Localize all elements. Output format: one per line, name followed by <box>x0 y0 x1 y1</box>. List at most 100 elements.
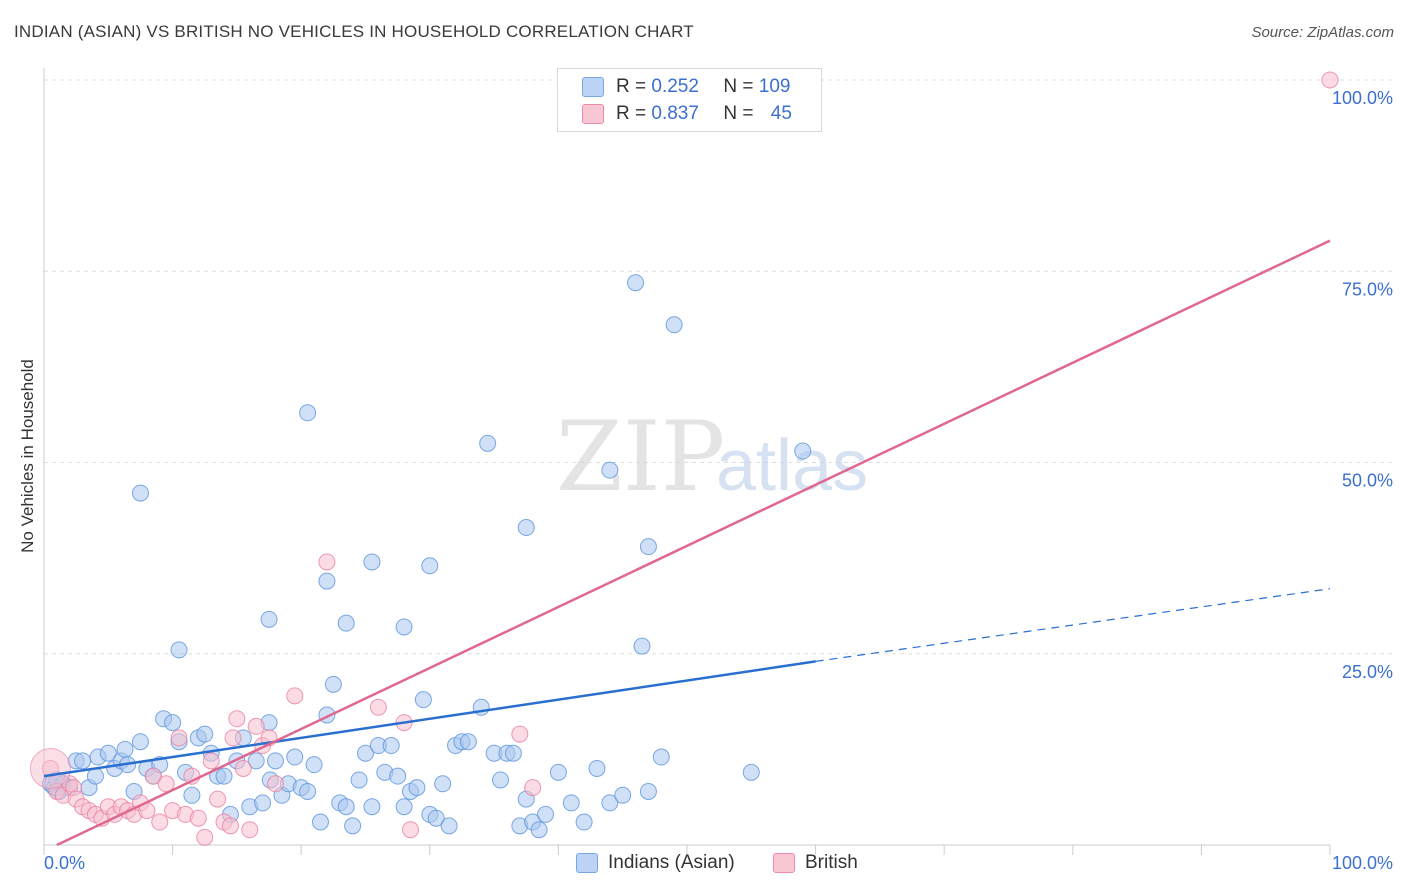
legend-r-value: 0.837 <box>651 103 699 124</box>
point-indians-asian <box>363 798 381 816</box>
bottom-legend-swatch-pink <box>773 853 795 873</box>
point-british <box>151 813 169 831</box>
point-indians-asian <box>74 752 92 770</box>
point-indians-asian <box>652 748 670 766</box>
point-indians-asian <box>440 817 458 835</box>
point-indians-asian <box>395 618 413 636</box>
point-indians-asian <box>633 637 651 655</box>
y-tick-label: 100.0% <box>1332 88 1393 108</box>
point-indians-asian <box>517 519 535 537</box>
point-indians-asian <box>164 714 182 732</box>
point-british <box>1321 71 1339 89</box>
point-indians-asian <box>318 572 336 590</box>
point-indians-asian <box>254 794 272 812</box>
point-british <box>524 779 542 797</box>
point-british <box>318 553 336 571</box>
point-indians-asian <box>537 805 555 823</box>
point-indians-asian <box>311 813 329 831</box>
point-british <box>234 760 252 777</box>
point-indians-asian <box>299 404 317 422</box>
point-indians-asian <box>459 733 477 751</box>
point-indians-asian <box>286 748 304 766</box>
point-indians-asian <box>116 740 134 758</box>
point-indians-asian <box>601 794 619 812</box>
point-indians-asian <box>421 557 439 575</box>
point-british <box>369 698 387 716</box>
legend-swatch-pink <box>582 104 604 124</box>
bottom-legend-british: British <box>773 852 858 874</box>
watermark-atlas: atlas <box>716 426 868 506</box>
series-indians-asian <box>41 274 812 839</box>
point-indians-asian <box>337 798 355 816</box>
point-indians-asian <box>357 744 374 762</box>
point-british <box>189 809 207 827</box>
legend-r-label: R = <box>616 76 652 97</box>
point-indians-asian <box>575 813 593 831</box>
legend-row-british: R = 0.837 N = 45 <box>582 103 792 125</box>
y-tick-label: 25.0% <box>1342 662 1393 682</box>
bottom-legend-label-indians: Indians (Asian) <box>608 852 735 873</box>
point-british <box>228 710 246 728</box>
bottom-legend-swatch-blue <box>576 853 598 873</box>
point-indians-asian <box>131 484 149 502</box>
point-british-cluster <box>29 748 71 789</box>
point-indians-asian <box>215 767 233 785</box>
point-indians-asian <box>742 763 760 781</box>
axes <box>43 68 1331 855</box>
point-indians-asian <box>427 809 445 827</box>
point-indians-asian <box>614 786 632 804</box>
point-british <box>286 687 304 705</box>
point-indians-asian <box>414 691 432 709</box>
legend-n-label: N = <box>723 76 759 97</box>
point-british <box>170 729 188 747</box>
point-indians-asian <box>530 821 548 839</box>
bottom-legend-label-british: British <box>805 852 858 873</box>
y-tick-label: 75.0% <box>1342 279 1393 299</box>
x-tick-label: 0.0% <box>44 853 85 873</box>
point-indians-asian <box>395 798 413 816</box>
point-indians-asian <box>665 316 683 334</box>
legend-r-value: 0.252 <box>651 76 699 97</box>
trend-line-british <box>56 239 1331 847</box>
point-british <box>224 729 242 747</box>
point-british <box>202 752 220 770</box>
point-indians-asian <box>434 775 452 793</box>
point-indians-asian <box>389 767 407 785</box>
bottom-legend-indians: Indians (Asian) <box>576 852 735 874</box>
point-british <box>511 725 529 743</box>
point-british <box>402 821 420 839</box>
point-indians-asian <box>627 274 645 292</box>
point-indians-asian <box>266 752 284 770</box>
x-tick-label: 100.0% <box>1332 853 1393 873</box>
point-indians-asian <box>504 744 522 762</box>
tick-labels: 25.0% 50.0% 75.0% 100.0% 0.0% 100.0% <box>44 88 1393 873</box>
y-tick-label: 50.0% <box>1342 471 1393 491</box>
legend: R = 0.252 N = 109 R = 0.837 N = 45 <box>557 68 822 132</box>
point-indians-asian <box>131 733 149 751</box>
point-indians-asian <box>170 641 188 659</box>
point-indians-asian <box>344 817 362 835</box>
legend-r-label: R = <box>616 103 652 124</box>
point-indians-asian <box>588 760 606 777</box>
point-british <box>209 790 227 808</box>
legend-n-value: 45 <box>770 103 792 124</box>
legend-row-indians: R = 0.252 N = 109 <box>582 76 790 98</box>
source-label: Source: ZipAtlas.com <box>1251 24 1394 41</box>
point-indians-asian <box>492 771 510 789</box>
watermark-zip: ZIP <box>556 401 725 513</box>
chart-title: INDIAN (ASIAN) VS BRITISH NO VEHICLES IN… <box>14 22 694 41</box>
point-indians-asian <box>363 553 381 571</box>
point-indians-asian <box>479 434 497 452</box>
point-british <box>241 821 259 839</box>
watermark: ZIP atlas <box>556 401 868 513</box>
point-british <box>196 828 214 846</box>
point-indians-asian <box>260 610 278 628</box>
point-indians-asian <box>99 744 117 762</box>
trend-line-indians <box>43 660 816 778</box>
point-indians-asian <box>299 782 317 800</box>
point-indians-asian <box>196 725 214 743</box>
point-british <box>247 717 265 735</box>
point-indians-asian <box>408 779 426 797</box>
legend-swatch-blue <box>582 77 604 97</box>
